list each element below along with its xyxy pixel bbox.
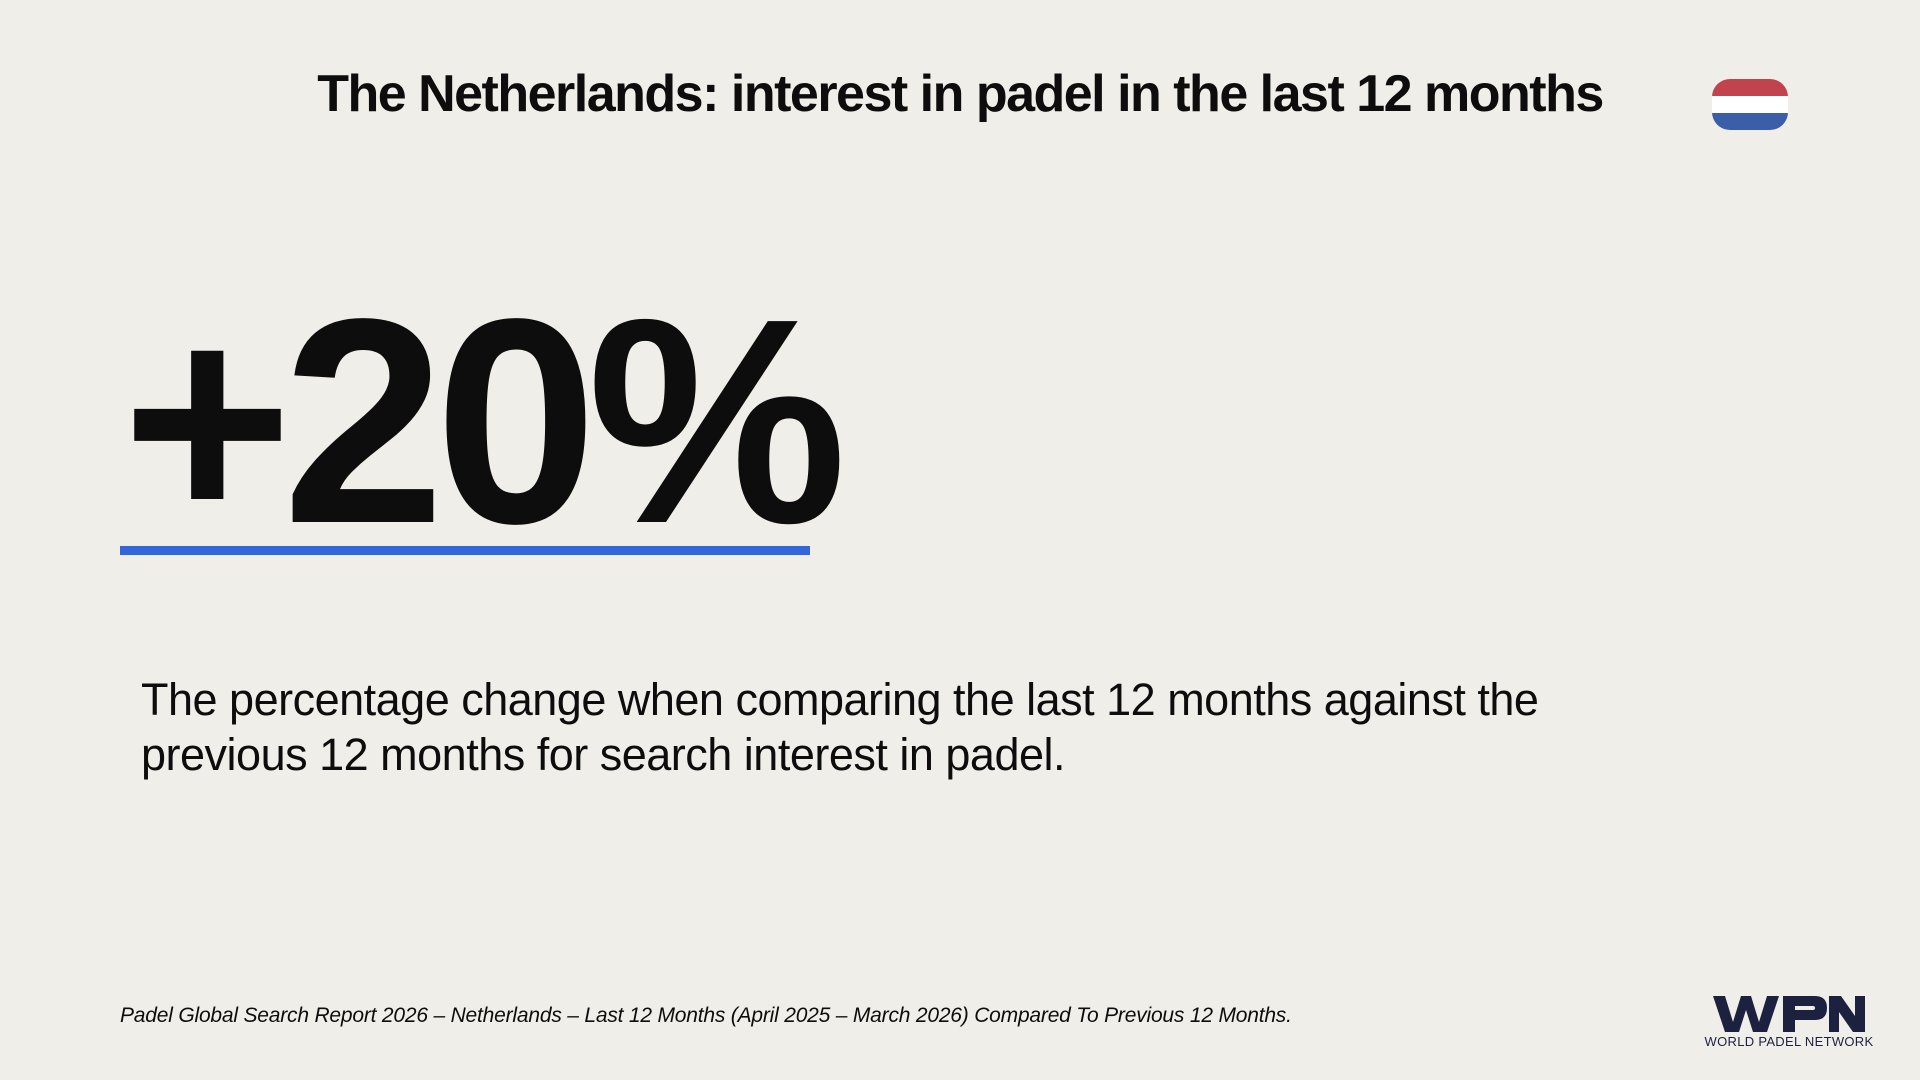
page-title: The Netherlands: interest in padel in th… bbox=[317, 65, 1604, 123]
flag-stripe-blue bbox=[1712, 113, 1788, 130]
stat-underline bbox=[120, 546, 810, 555]
wpn-logo: WORLD PADEL NETWORK bbox=[1686, 994, 1892, 1052]
netherlands-flag-icon bbox=[1712, 79, 1788, 130]
stat-description: The percentage change when comparing the… bbox=[141, 674, 1539, 780]
wpn-logo-text: WORLD PADEL NETWORK bbox=[1704, 1034, 1874, 1049]
flag-stripe-white bbox=[1712, 96, 1788, 113]
wpn-logo-mark bbox=[1713, 996, 1865, 1032]
source-footnote: Padel Global Search Report 2026 – Nether… bbox=[120, 1004, 1292, 1027]
flag-stripe-red bbox=[1712, 79, 1788, 96]
stat-value: +20% bbox=[122, 258, 847, 584]
